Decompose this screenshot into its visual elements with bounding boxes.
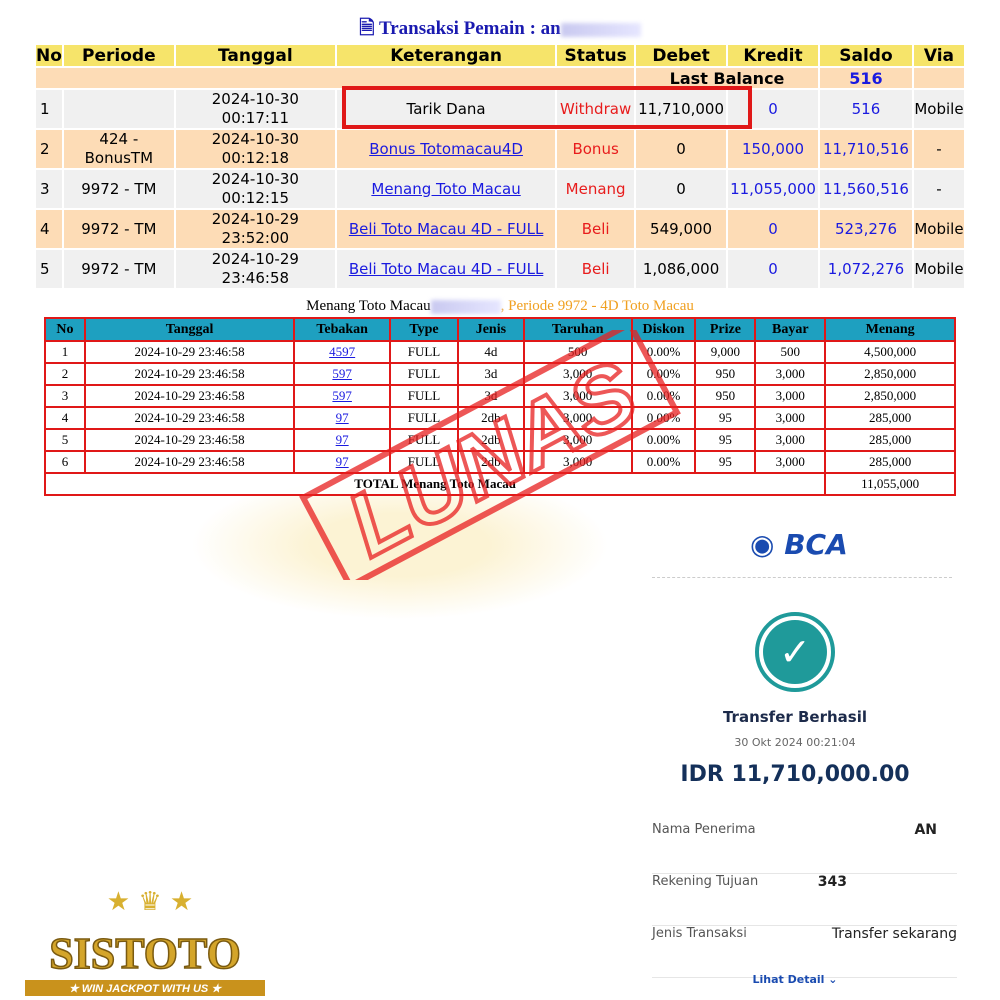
guess-link[interactable]: 597: [332, 366, 352, 381]
guess-link[interactable]: 597: [332, 388, 352, 403]
table-row: 2 424 - BonusTM 2024-10-30 00:12:18 Bonus…: [34, 128, 967, 170]
guess-link[interactable]: 97: [335, 454, 349, 469]
svg-text:★ ♛ ★: ★ ♛ ★: [107, 887, 193, 917]
transfer-datetime: 30 Okt 2024 00:21:04: [734, 736, 856, 749]
divider: [652, 577, 952, 578]
svg-text:SISTOTO: SISTOTO: [49, 929, 241, 978]
status-badge: Beli: [555, 208, 637, 250]
detail-row: 4 2024-10-29 23:46:58 97 FULL 2db 3,000 0.00% 9…: [44, 406, 956, 430]
description-link[interactable]: Menang Toto Macau: [371, 179, 521, 198]
status-badge: Bonus: [555, 128, 637, 170]
field-recipient: Nama Penerima AN: [652, 822, 957, 874]
guess-link[interactable]: 97: [335, 432, 349, 447]
chevron-down-icon: ⌄: [828, 973, 838, 986]
transfer-amount: IDR 11,710,000.00: [680, 762, 910, 787]
sistoto-logo: ★ ♛ ★ SISTOTO ★ WIN JACKPOT WITH US ★: [25, 887, 265, 996]
winning-detail-table: No Tanggal Tebakan Type Jenis Taruhan Diskon Pr…: [43, 317, 956, 496]
bca-logo: ◉ BCA: [750, 528, 848, 561]
col-debet: Debet: [634, 43, 729, 68]
col-periode: Periode: [61, 43, 176, 68]
table-row: 1 2024-10-30 00:17:11 Tarik Dana Withdraw…: [34, 88, 967, 130]
status-badge: Menang: [555, 168, 637, 210]
col-saldo: Saldo: [818, 43, 914, 68]
detail-row: 5 2024-10-29 23:46:58 97 FULL 2db 3,000 0.00% 9…: [44, 428, 956, 452]
detail-row: 2 2024-10-29 23:46:58 597 FULL 3d 3,000 0.00% 9…: [44, 362, 956, 386]
status-badge: Withdraw: [555, 88, 637, 130]
field-account: Rekening Tujuan 343: [652, 874, 957, 926]
status-badge: Beli: [555, 248, 637, 290]
transaction-table: No Periode Tanggal Keterangan Status Debet Kre…: [33, 43, 967, 290]
table-row: 5 9972 - TM 2024-10-29 23:46:58 Beli Toto…: [34, 248, 967, 290]
table-row: 3 9972 - TM 2024-10-30 00:12:15 Menang To…: [34, 168, 967, 210]
col-via: Via: [911, 43, 967, 68]
detail-col-bayar: Bayar: [754, 317, 827, 342]
col-keterangan: Keterangan: [334, 43, 558, 68]
description-link[interactable]: Beli Toto Macau 4D - FULL: [348, 259, 544, 278]
transfer-status: Transfer Berhasil: [722, 708, 868, 726]
detail-col-diskon: Diskon: [630, 317, 697, 342]
total-row: TOTAL Menang Toto Macau 11,055,000: [43, 472, 956, 496]
detail-row: 6 2024-10-29 23:46:58 97 FULL 2db 3,000 0.00% 9…: [44, 450, 956, 474]
detail-col-no: No: [44, 317, 86, 342]
col-status: Status: [555, 43, 637, 68]
lihat-detail-link[interactable]: Lihat Detail ⌄: [752, 973, 838, 986]
col-kredit: Kredit: [726, 43, 820, 68]
guess-link[interactable]: 4597: [329, 344, 356, 359]
page-title: 🗎 Transaksi Pemain : an: [0, 14, 1000, 46]
col-no: No: [34, 43, 64, 68]
svg-text:★ WIN JACKPOT WITH US ★: ★ WIN JACKPOT WITH US ★: [69, 983, 223, 995]
field-type: Jenis Transaksi Transfer sekarang: [652, 926, 957, 978]
detail-col-tebakan: Tebakan: [293, 317, 392, 342]
detail-col-prize: Prize: [694, 317, 757, 342]
detail-col-type: Type: [389, 317, 459, 342]
detail-col-jenis: Jenis: [456, 317, 525, 342]
description-link[interactable]: Bonus Totomacau4D: [369, 139, 523, 158]
col-tanggal: Tanggal: [173, 43, 338, 68]
table-row: 4 9972 - TM 2024-10-29 23:52:00 Beli Toto…: [34, 208, 967, 250]
detail-title: Menang Toto Macau, Periode 9972 - 4D Tot…: [306, 298, 694, 314]
bca-receipt: ◉ BCA ✓ Transfer Berhasil 30 Okt 2024 00…: [630, 520, 980, 1000]
description-link[interactable]: Beli Toto Macau 4D - FULL: [348, 219, 544, 238]
detail-col-tanggal: Tanggal: [83, 317, 296, 342]
check-circle-icon: ✓: [755, 612, 835, 692]
detail-col-menang: Menang: [824, 317, 956, 342]
detail-col-taruhan: Taruhan: [522, 317, 633, 342]
detail-row: 3 2024-10-29 23:46:58 597 FULL 3d 3,000 0.00% 9…: [44, 384, 956, 408]
highlight-box: [342, 86, 752, 129]
detail-row: 1 2024-10-29 23:46:58 4597 FULL 4d 500 0.00% 9,…: [44, 340, 956, 364]
guess-link[interactable]: 97: [335, 410, 349, 425]
redacted-name: [560, 22, 641, 37]
document-icon: 🗎: [359, 18, 375, 39]
